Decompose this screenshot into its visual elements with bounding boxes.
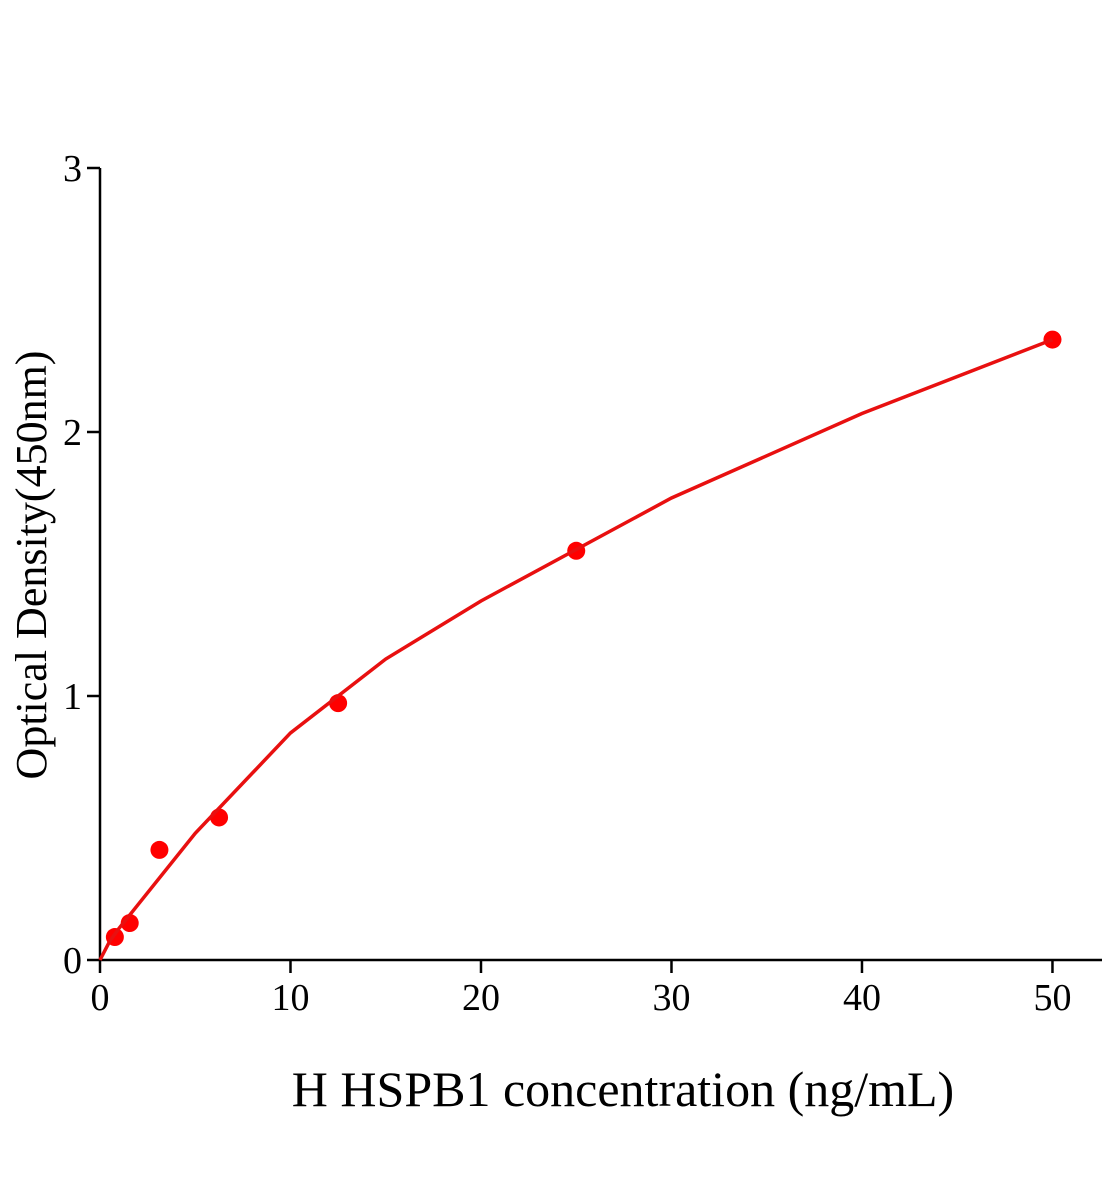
y-tick-label: 1 bbox=[63, 676, 82, 718]
x-axis-label: H HSPB1 concentration (ng/mL) bbox=[292, 1061, 954, 1117]
fit-curve bbox=[98, 337, 1054, 961]
y-axis-label: Optical Density(450nm) bbox=[7, 351, 56, 780]
x-tick-label: 50 bbox=[1033, 977, 1071, 1019]
x-tick-label: 40 bbox=[843, 977, 881, 1019]
data-point bbox=[210, 808, 229, 827]
x-tick-label: 30 bbox=[652, 977, 690, 1019]
x-tick-label: 0 bbox=[91, 977, 110, 1019]
x-tick-label: 20 bbox=[462, 977, 500, 1019]
y-tick-label: 0 bbox=[63, 940, 82, 982]
y-tick-label: 3 bbox=[63, 148, 82, 190]
data-point bbox=[150, 840, 169, 859]
y-tick-label: 2 bbox=[63, 412, 82, 454]
x-tick-label: 10 bbox=[271, 977, 309, 1019]
